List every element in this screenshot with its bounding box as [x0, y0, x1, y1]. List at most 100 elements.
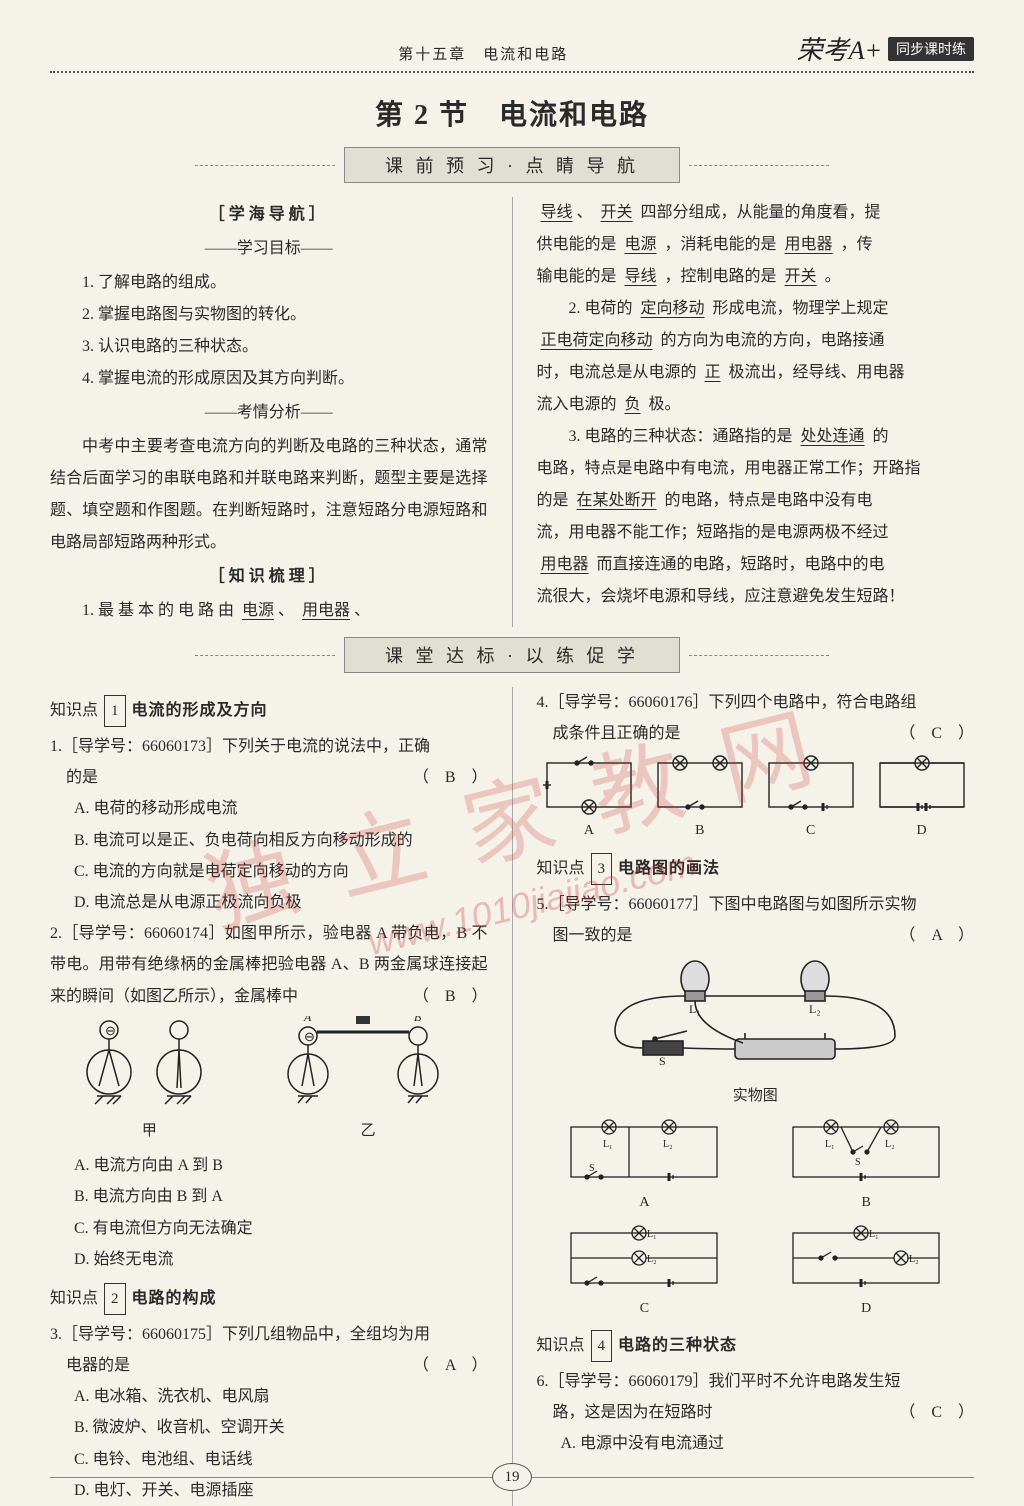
- r-p3-2: 电路，特点是电路中有电流，用电器正常工作；开路指: [537, 453, 975, 485]
- column-divider-2: [512, 687, 513, 1506]
- p2k: 极。: [649, 396, 681, 413]
- p3j: 而直接连通的电路，短路时，电路中的电: [597, 556, 885, 573]
- kp3-num: 3: [591, 853, 613, 885]
- kp3-title: 电路图的画法: [618, 853, 720, 885]
- q2-optC: C. 有电流但方向无法确定: [50, 1213, 488, 1244]
- heading-knowledge: ［知识梳理］: [50, 561, 488, 593]
- kp3-row: 知识点 3 电路图的画法: [537, 853, 975, 885]
- r3c: ，控制电路的是: [665, 268, 777, 285]
- page-number: 19: [492, 1463, 532, 1491]
- blank-kaiguan2: 开关: [781, 268, 821, 285]
- r-p3-5: 用电器 而直接连通的电路，短路时，电路中的电: [537, 549, 975, 581]
- q3-optB: B. 微波炉、收音机、空调开关: [50, 1412, 488, 1443]
- q5-physical: L₁ L₂ S 实物图: [537, 951, 975, 1111]
- r-p2: 2. 电荷的 定向移动 形成电流，物理学上规定: [537, 293, 975, 325]
- q2-optB: B. 电流方向由 B 到 A: [50, 1181, 488, 1212]
- goal-4: 4. 掌握电流的形成原因及其方向判断。: [50, 363, 488, 395]
- q3-optD: D. 电灯、开关、电源插座: [50, 1475, 488, 1506]
- q5-circD: L₁ L₂ D: [758, 1223, 974, 1322]
- svg-text:L₂: L₂: [663, 1139, 673, 1150]
- practice-right: 4.［导学号：66060176］下列四个电路中，符合电路组 成条件且正确的是 （…: [537, 687, 975, 1506]
- blank-yongdianqi2: 用电器: [781, 236, 837, 253]
- svg-text:S: S: [589, 1163, 595, 1174]
- kp4-title: 电路的三种状态: [618, 1330, 737, 1362]
- fig-jia: A⊖ B 甲: [69, 1016, 229, 1146]
- svg-text:L₁: L₁: [825, 1139, 835, 1150]
- ribbon-preview: 课 前 预 习 · 点 睛 导 航: [50, 147, 974, 183]
- p2f: 时，电流总是从电源的: [537, 364, 697, 381]
- ribbon-label-2: 课 堂 达 标 · 以 练 促 学: [344, 637, 680, 673]
- kp4-num: 4: [591, 1330, 613, 1362]
- svg-text:⊖: ⊖: [105, 1023, 116, 1038]
- q6-stem2-row: 路，这是因为在短路时 （ C ）: [537, 1397, 975, 1428]
- section-title: 第 2 节 电流和电路: [50, 93, 974, 133]
- q1: 1.［导学号：66060173］下列关于电流的说法中，正确 的是 （ B ） A…: [50, 731, 488, 918]
- p3a: 3. 电路的三种状态：通路指的是: [569, 428, 793, 445]
- blank-daoxian2: 导线: [621, 268, 661, 285]
- blank-kaiguan: 开关: [597, 204, 637, 221]
- q1-optC: C. 电流的方向就是电荷定向移动的方向: [50, 856, 488, 887]
- q5-stem1: 5.［导学号：66060177］下图中电路图与如图所示实物: [537, 889, 975, 920]
- brand-badge: 同步课时练: [888, 37, 974, 61]
- q5-stem2: 图一致的是: [537, 927, 633, 944]
- page-header: 第十五章 电流和电路 荣考A+ 同步课时练: [50, 30, 974, 73]
- q5-answer: （ A ）: [899, 920, 974, 951]
- r1c: 四部分组成，从能量的角度看，提: [641, 204, 881, 221]
- q5-circ-row1: L₁ L₂ S A L₁ L₂ S: [537, 1117, 975, 1216]
- q2: 2.［导学号：66060174］如图甲所示，验电器 A 带负电，B 不带电。用带…: [50, 918, 488, 1275]
- kp2-row: 知识点 2 电路的构成: [50, 1283, 488, 1315]
- q5-circ-row2: L₁ L₂ C L₁ L₂: [537, 1223, 975, 1322]
- q2-answer: （ B ）: [413, 981, 488, 1012]
- circuit-c-icon: [761, 755, 861, 817]
- k1-text: 1. 最 基 本 的 电 路 由: [82, 602, 234, 619]
- q1-optD: D. 电流总是从电源正极流向负极: [50, 887, 488, 918]
- q4-labC: C: [758, 817, 863, 844]
- p3c: 的: [873, 428, 889, 445]
- practice-columns: 知识点 1 电流的形成及方向 1.［导学号：66060173］下列关于电流的说法…: [50, 687, 974, 1506]
- svg-text:B: B: [414, 1016, 422, 1024]
- svg-text:L₁: L₁: [603, 1139, 613, 1150]
- svg-text:L₁: L₁: [647, 1229, 657, 1240]
- kp-label: 知识点: [50, 695, 98, 727]
- electroscope-yi-icon: A⊖ B: [268, 1016, 468, 1106]
- q2-cap-yi: 乙: [268, 1117, 468, 1146]
- electroscope-jia-icon: A⊖ B: [69, 1016, 229, 1106]
- q1-answer: （ B ）: [413, 762, 488, 793]
- goal-2: 2. 掌握电路图与实物图的转化。: [50, 299, 488, 331]
- blank-yongdianqi3: 用电器: [537, 556, 593, 573]
- q5-circB-icon: L₁ L₂ S: [781, 1117, 951, 1189]
- p2c: 形成电流，物理学上规定: [713, 300, 889, 317]
- q5-circA: L₁ L₂ S A: [537, 1117, 753, 1216]
- q3-optC: C. 电铃、电池组、电话线: [50, 1444, 488, 1475]
- p2i: 流入电源的: [537, 396, 617, 413]
- preview-columns: ［学海导航］ ——学习目标—— 1. 了解电路的组成。 2. 掌握电路图与实物图…: [50, 197, 974, 627]
- q6-optA: A. 电源中没有电流通过: [537, 1428, 975, 1459]
- q5-labB: B: [758, 1189, 974, 1216]
- q4-stem2: 成条件且正确的是: [537, 725, 681, 742]
- q4-labA: A: [537, 817, 642, 844]
- svg-text:L₂: L₂: [809, 1002, 821, 1016]
- blank-fu: 负: [621, 396, 645, 413]
- r2e: ，传: [841, 236, 873, 253]
- preview-right: 导线、 开关 四部分组成，从能量的角度看，提 供电能的是 电源 ，消耗电能的是 …: [537, 197, 975, 627]
- q5-physical-cap: 实物图: [537, 1082, 975, 1111]
- brand-group: 荣考A+ 同步课时练: [797, 30, 974, 67]
- physical-circuit-icon: L₁ L₂ S: [595, 951, 915, 1071]
- q4-circC: C: [758, 755, 863, 844]
- q6-stem2: 路，这是因为在短路时: [537, 1404, 713, 1421]
- kp2-num: 2: [104, 1283, 126, 1315]
- q4-answer: （ C ）: [899, 718, 974, 749]
- svg-text:A: A: [303, 1016, 312, 1024]
- heading-analysis: ——考情分析——: [50, 397, 488, 429]
- blank-zheng: 正: [701, 364, 725, 381]
- q1-stem2: 的是: [50, 769, 98, 786]
- blank-zhengdian: 正电荷定向移动: [537, 332, 657, 349]
- q2-stem-row: 2.［导学号：66060174］如图甲所示，验电器 A 带负电，B 不带电。用带…: [50, 918, 488, 1012]
- q4-circB: B: [647, 755, 752, 844]
- ribbon-practice: 课 堂 达 标 · 以 练 促 学: [50, 637, 974, 673]
- q5-circC-icon: L₁ L₂: [559, 1223, 729, 1295]
- q6-answer: （ C ）: [899, 1397, 974, 1428]
- r-p3-4: 流，用电器不能工作；短路指的是电源两极不经过: [537, 517, 975, 549]
- q4-labD: D: [869, 817, 974, 844]
- kp1-row: 知识点 1 电流的形成及方向: [50, 695, 488, 727]
